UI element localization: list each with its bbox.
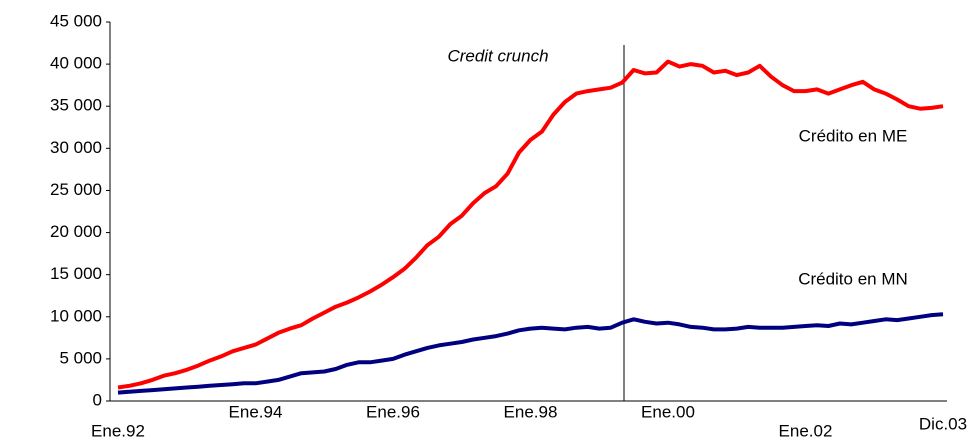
y-tick-label: 10 000	[50, 306, 102, 325]
y-tick-label: 0	[93, 390, 102, 409]
y-tick-label: 15 000	[50, 264, 102, 283]
y-tick-label: 25 000	[50, 180, 102, 199]
x-tick-label: Ene.96	[366, 402, 420, 421]
line-series	[117, 312, 944, 395]
x-tick-label: Ene.02	[779, 421, 833, 440]
series-label: Crédito en MN	[798, 269, 908, 288]
x-tick-label: Ene.92	[91, 421, 145, 440]
line-series	[117, 59, 944, 390]
annotation: Credit crunch	[447, 46, 548, 65]
x-tick-label: Dic.03	[919, 414, 967, 433]
x-tick-label: Ene.98	[504, 402, 558, 421]
y-tick-label: 20 000	[50, 222, 102, 241]
y-tick-label: 45 000	[50, 11, 102, 30]
y-tick-label: 40 000	[50, 54, 102, 73]
x-tick-label: Ene.94	[229, 402, 283, 421]
y-tick-label: 5 000	[59, 348, 102, 367]
x-tick-label: Ene.00	[641, 402, 695, 421]
y-tick-label: 30 000	[50, 138, 102, 157]
series-label: Crédito en ME	[799, 126, 908, 145]
y-tick-label: 35 000	[50, 96, 102, 115]
